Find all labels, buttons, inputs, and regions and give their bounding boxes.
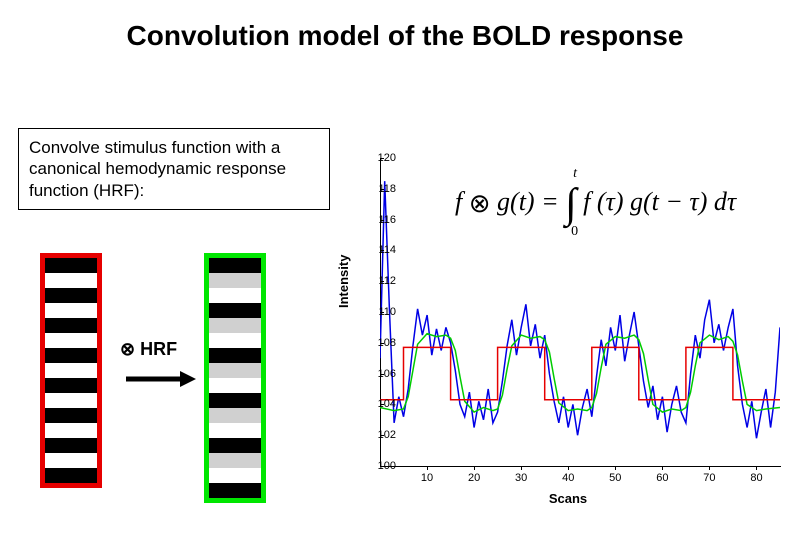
- x-tick: 30: [509, 472, 533, 484]
- hrf-label: ⊗ HRF: [120, 339, 177, 360]
- x-tick: 60: [650, 472, 674, 484]
- chart-lines: [380, 158, 780, 466]
- response-block-green: [204, 253, 266, 503]
- intensity-chart: Intensity Scans 100102104106108110112114…: [338, 148, 798, 508]
- x-tick: 50: [603, 472, 627, 484]
- x-tick: 80: [744, 472, 768, 484]
- y-axis-label: Intensity: [336, 255, 351, 308]
- x-tick: 70: [697, 472, 721, 484]
- x-tick: 40: [556, 472, 580, 484]
- arrow-icon: [126, 371, 196, 387]
- stimulus-block-red: [40, 253, 102, 488]
- description-box: Convolve stimulus function with a canoni…: [18, 128, 330, 210]
- hrf-diagram: ⊗ HRF: [40, 253, 266, 503]
- x-axis-label: Scans: [338, 491, 798, 506]
- x-tick: 10: [415, 472, 439, 484]
- x-tick: 20: [462, 472, 486, 484]
- page-title: Convolution model of the BOLD response: [0, 20, 810, 52]
